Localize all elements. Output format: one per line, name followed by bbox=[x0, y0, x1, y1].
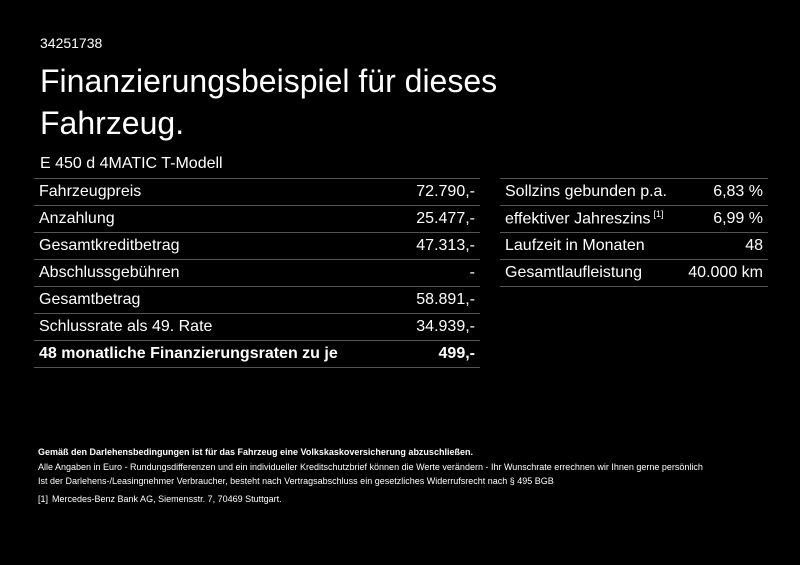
notes: Gemäß den Darlehensbedingungen ist für d… bbox=[38, 445, 778, 506]
table-row: Fahrzeugpreis 72.790,- bbox=[34, 179, 480, 206]
model: E 450 d 4MATIC T-Modell bbox=[40, 155, 223, 172]
row-label: Gesamtkreditbetrag bbox=[39, 237, 180, 254]
row-value: 6,83 % bbox=[713, 183, 763, 200]
row-label: Laufzeit in Monaten bbox=[505, 237, 645, 254]
row-label-group: Fahrzeugpreis bbox=[39, 183, 141, 201]
row-label: Gesamtbetrag bbox=[39, 291, 141, 308]
row-label-group: 48 monatliche Finanzierungsraten zu je bbox=[39, 345, 338, 363]
footnote-marker: [1] bbox=[38, 494, 49, 504]
table-row: Gesamtkreditbetrag 47.313,- bbox=[34, 233, 480, 260]
table-row: Abschlussgebühren - bbox=[34, 260, 480, 287]
table-row: Schlussrate als 49. Rate 34.939,- bbox=[34, 314, 480, 341]
row-label-group: Gesamtlaufleistung bbox=[505, 264, 642, 282]
row-label-group: Abschlussgebühren bbox=[39, 264, 180, 282]
row-label-group: effektiver Jahreszins [1] bbox=[505, 209, 664, 228]
row-label-group: Schlussrate als 49. Rate bbox=[39, 318, 212, 336]
table-row: Laufzeit in Monaten 48 bbox=[500, 233, 768, 260]
row-label: Anzahlung bbox=[39, 210, 115, 227]
row-label: Fahrzeugpreis bbox=[39, 183, 142, 200]
row-value: 40.000 km bbox=[688, 264, 763, 281]
row-value: 25.477,- bbox=[416, 210, 475, 227]
title: Finanzierungsbeispiel für dieses Fahrzeu… bbox=[40, 63, 498, 141]
row-value: 6,99 % bbox=[713, 210, 763, 227]
table-row: Sollzins gebunden p.a. 6,83 % bbox=[500, 179, 768, 206]
row-value: 58.891,- bbox=[416, 291, 475, 308]
footnote-text: Mercedes-Benz Bank AG, Siemensstr. 7, 70… bbox=[52, 494, 282, 504]
row-label: effektiver Jahreszins bbox=[505, 210, 651, 228]
table-row: 48 monatliche Finanzierungsraten zu je 49… bbox=[34, 341, 480, 368]
row-label-group: Laufzeit in Monaten bbox=[505, 237, 645, 255]
left-table: Fahrzeugpreis 72.790,- Anzahlung 25.477,- Ge… bbox=[34, 178, 480, 368]
note-bold: Gemäß den Darlehensbedingungen ist für d… bbox=[38, 447, 473, 457]
table-row: Anzahlung 25.477,- bbox=[34, 206, 480, 233]
vehicle-id: 34251738 bbox=[40, 35, 103, 51]
note-line: Alle Angaben in Euro - Rundungsdifferenz… bbox=[38, 462, 703, 472]
row-label: 48 monatliche Finanzierungsraten zu je bbox=[39, 345, 338, 362]
row-label: Gesamtlaufleistung bbox=[505, 264, 642, 281]
row-value: 34.939,- bbox=[416, 318, 475, 335]
footnote-ref: [1] bbox=[653, 209, 664, 220]
table-row: Gesamtlaufleistung 40.000 km bbox=[500, 260, 768, 287]
row-value: 72.790,- bbox=[416, 183, 475, 200]
table-row: Gesamtbetrag 58.891,- bbox=[34, 287, 480, 314]
row-label-group: Gesamtkreditbetrag bbox=[39, 237, 180, 255]
row-label: Schlussrate als 49. Rate bbox=[39, 318, 213, 335]
row-value: 499,- bbox=[438, 345, 475, 362]
footnote: [1] Mercedes-Benz Bank AG, Siemensstr. 7,… bbox=[38, 492, 778, 506]
row-value: 48 bbox=[745, 237, 763, 254]
row-label: Abschlussgebühren bbox=[39, 264, 180, 281]
row-label: Sollzins gebunden p.a. bbox=[505, 183, 667, 200]
row-label-group: Sollzins gebunden p.a. bbox=[505, 183, 667, 201]
row-value: - bbox=[469, 264, 475, 281]
note-line: Ist der Darlehens-/Leasingnehmer Verbrau… bbox=[38, 476, 554, 486]
right-table: Sollzins gebunden p.a. 6,83 % effektiver J… bbox=[500, 178, 768, 287]
table-row: effektiver Jahreszins [1] 6,99 % bbox=[500, 206, 768, 233]
row-value: 47.313,- bbox=[416, 237, 475, 254]
row-label-group: Gesamtbetrag bbox=[39, 291, 140, 309]
row-label-group: Anzahlung bbox=[39, 210, 115, 228]
